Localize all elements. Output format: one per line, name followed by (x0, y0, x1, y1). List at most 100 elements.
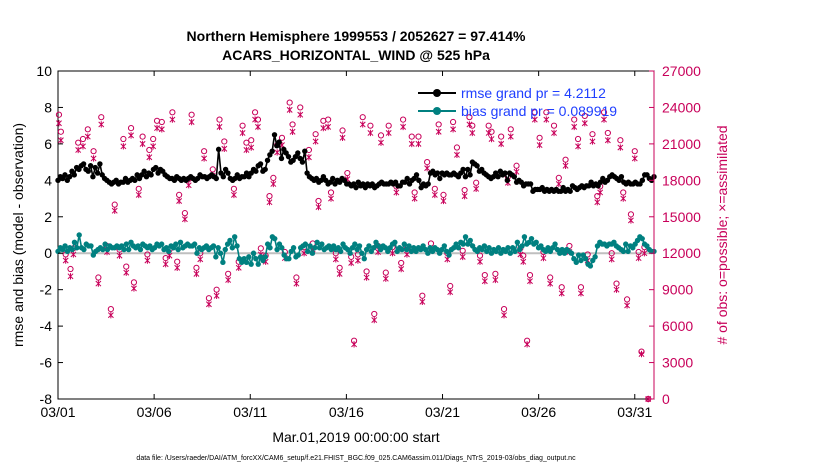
obs-possible-point (631, 148, 638, 155)
obs-possible-point (278, 134, 286, 141)
asterisk-glyph (332, 256, 339, 263)
bias-point (314, 239, 320, 245)
obs-possible-point (485, 122, 492, 129)
obs-assimilated-point (608, 256, 615, 263)
obs-assimilated-point (389, 250, 396, 257)
bias-point (486, 245, 492, 251)
asterisk-glyph (589, 138, 596, 145)
asterisk-glyph (286, 106, 293, 114)
asterisk-glyph (197, 256, 204, 263)
obs-possible-point (230, 185, 238, 192)
bias-point (290, 245, 297, 251)
rmse-point (460, 166, 466, 173)
asterisk-glyph (403, 251, 410, 258)
obs-possible-point (201, 148, 208, 155)
bias-point (460, 241, 466, 247)
asterisk-glyph (123, 269, 130, 276)
obs-possible-point (449, 118, 457, 126)
bias-point (267, 245, 273, 251)
y-left-tick-label: -2 (40, 282, 53, 298)
asterisk-glyph (221, 145, 228, 152)
obs-assimilated-point (597, 189, 604, 196)
asterisk-glyph (289, 128, 296, 135)
asterisk-glyph (174, 264, 181, 271)
asterisk-glyph (627, 217, 634, 224)
asterisk-glyph (408, 140, 415, 148)
axis-ticks: 03/01 03/06 03/11 03/16 03/21 03/26 03/31 -8 -6 -… (36, 63, 701, 420)
obs-possible-point (613, 280, 620, 287)
obs-assimilated-point (459, 253, 466, 261)
rmse-point (495, 173, 501, 180)
bias-point (274, 246, 280, 253)
obs-assimilated-point (123, 269, 130, 276)
obs-assimilated-point (351, 341, 358, 348)
asterisk-glyph (498, 140, 505, 148)
obs-possible-point (400, 116, 407, 123)
obs-possible-point (127, 124, 135, 132)
obs-possible-point (476, 252, 484, 259)
obs-possible-point (98, 114, 105, 121)
asterisk-glyph (517, 251, 524, 258)
bias-point (158, 241, 165, 247)
obs-assimilated-point (80, 143, 86, 150)
bias-point (234, 243, 240, 249)
asterisk-glyph (315, 203, 322, 211)
obs-possible-point (251, 109, 259, 116)
asterisk-glyph (274, 149, 281, 156)
obs-assimilated-point (289, 128, 296, 135)
y-left-tick-label: -8 (40, 391, 53, 407)
asterisk-glyph (181, 216, 188, 223)
y-axis-right-label: # of obs: o=possible; ×=assimilated (714, 125, 730, 344)
asterisk-glyph (558, 290, 565, 297)
rmse-point (153, 164, 159, 171)
asterisk-glyph (608, 256, 615, 263)
obs-assimilated-point (415, 140, 422, 148)
bias-point (337, 248, 344, 255)
asterisk-glyph (411, 195, 418, 202)
asterisk-glyph (162, 260, 169, 268)
bias-point (229, 245, 236, 251)
obs-assimilated-point (604, 137, 611, 144)
bias-point (455, 245, 462, 251)
x-tick-label: 03/16 (329, 404, 364, 420)
asterisk-glyph (613, 286, 620, 293)
obs-assimilated-point (332, 256, 339, 263)
obs-assimilated-point (225, 276, 232, 284)
legend-rmse-marker (433, 89, 441, 97)
asterisk-glyph (453, 151, 460, 159)
y-right-tick-label: 3000 (662, 355, 693, 371)
rmse-point (90, 173, 96, 180)
obs-possible-point (139, 133, 146, 140)
rmse-point (92, 164, 98, 171)
bias-point (272, 235, 278, 242)
obs-assimilated-point (252, 116, 259, 123)
obs-possible-point (377, 132, 385, 139)
y-right-tick-label: 15000 (662, 209, 701, 225)
obs-possible-point (453, 144, 461, 151)
y-right-tick-label: 0 (662, 391, 670, 407)
obs-possible-point (146, 146, 153, 154)
obs-assimilated-point (543, 116, 550, 123)
bias-point (639, 235, 645, 242)
obs-assimilated-point (517, 251, 524, 258)
bias-point (462, 234, 469, 240)
obs-possible-point (174, 258, 181, 265)
bias-point (222, 246, 228, 253)
bias-point (467, 237, 473, 244)
obs-possible-point (473, 179, 480, 186)
rmse-point (87, 163, 94, 169)
obs-assimilated-point (57, 137, 64, 144)
obs-assimilated-point (107, 311, 114, 319)
obs-assimilated-point (135, 191, 142, 199)
obs-possible-point (371, 310, 378, 318)
asterisk-glyph (312, 138, 319, 145)
asterisk-glyph (56, 120, 62, 127)
obs-possible-point (531, 109, 538, 116)
asterisk-glyph (492, 276, 499, 284)
asterisk-glyph (363, 274, 370, 281)
rmse-point (295, 150, 301, 156)
asterisk-glyph (351, 341, 358, 348)
bias-point (399, 246, 405, 253)
bias-point (587, 263, 594, 269)
obs-assimilated-point (221, 145, 228, 152)
